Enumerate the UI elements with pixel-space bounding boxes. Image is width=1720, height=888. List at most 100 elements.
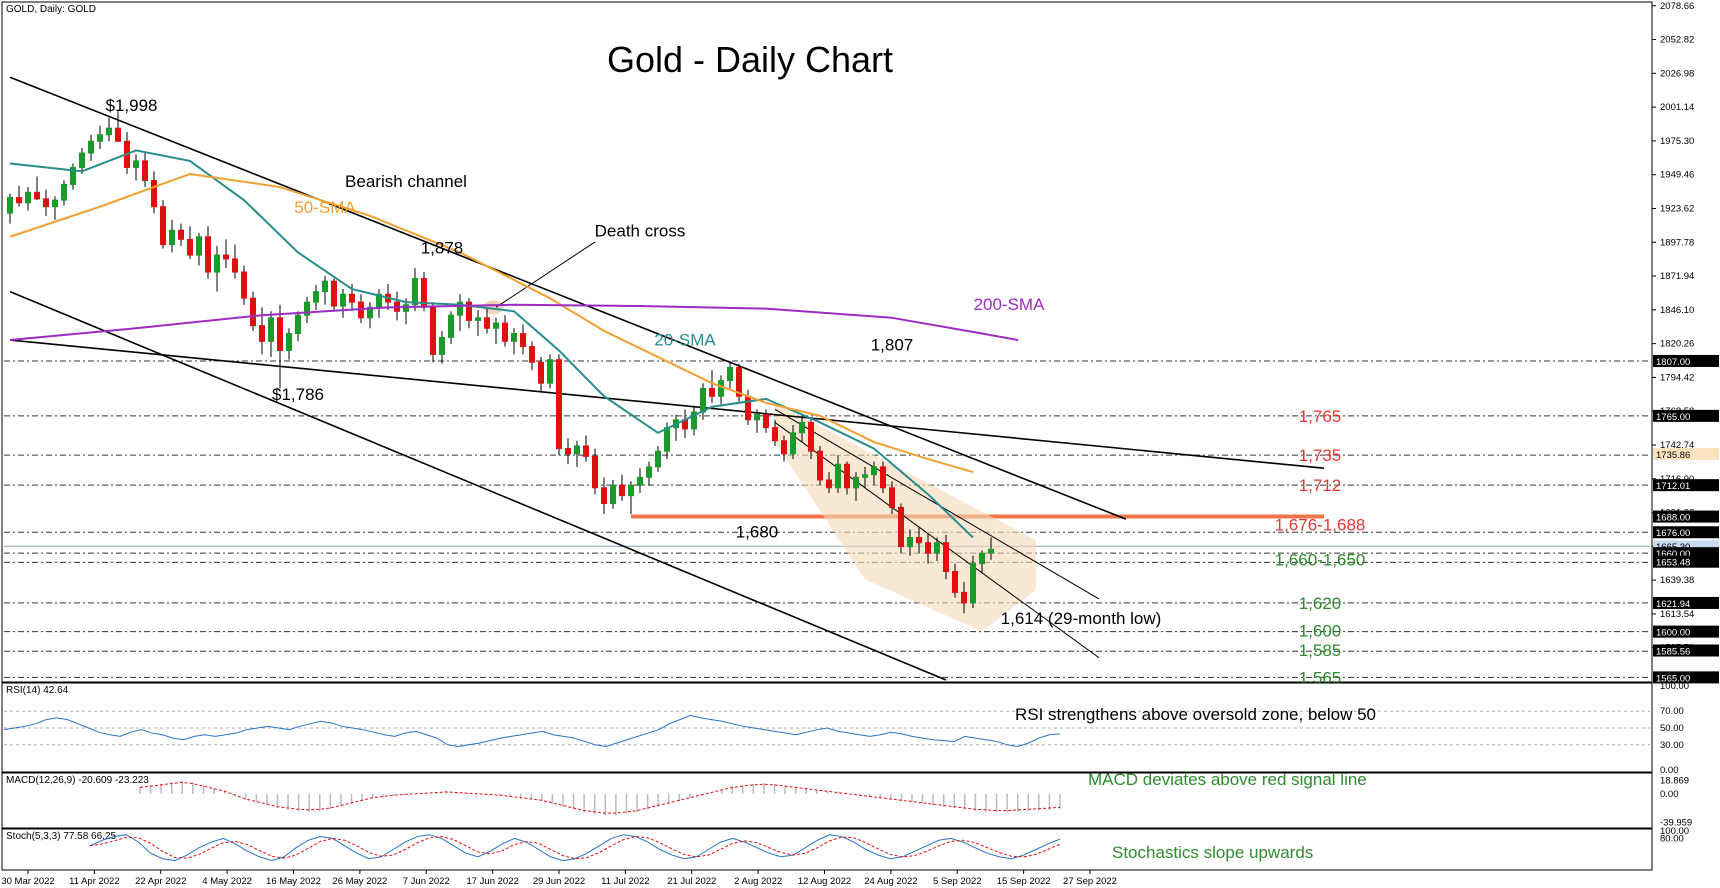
50-sma-line [9, 172, 974, 474]
candle-body [934, 542, 940, 554]
level-label: 1,676-1,688 [1275, 515, 1366, 534]
rsi-line [3, 714, 1061, 747]
candle-body [502, 322, 508, 342]
y-tick-label: 1794.42 [1660, 372, 1694, 383]
level-label: 1,660-1,650 [1275, 551, 1366, 570]
x-tick-label: 4 May 2022 [202, 876, 252, 887]
price-label-text: 1807.00 [1656, 357, 1690, 368]
candle-body [286, 333, 292, 351]
candle-body [709, 387, 715, 397]
candle-body [862, 474, 868, 478]
stoch-tick-label: 100.00 [1660, 826, 1689, 837]
candle-body [196, 236, 202, 256]
level-labels: 1,765 1,735 1,712 1,676-1,688 1,660-1,650 1,6… [1275, 407, 1366, 688]
price-label-box [1653, 479, 1719, 492]
y-tick-label: 2052.82 [1660, 35, 1694, 46]
price-label-text: 1735.86 [1656, 450, 1690, 461]
candle-body [133, 160, 139, 168]
price-label-box [1653, 510, 1719, 523]
annotation-text: 20-SMA [654, 330, 716, 349]
x-tick-label: 11 Apr 2022 [69, 876, 120, 887]
candle-body [961, 591, 967, 604]
stoch-d-line [89, 836, 1061, 860]
candle-body [61, 183, 67, 201]
candle-body [547, 359, 553, 384]
candle-body [268, 317, 274, 342]
level-label: 1,735 [1299, 446, 1342, 465]
annotations: $1,998 Bearish channel 50-SMA Death cross 1,… [106, 96, 1162, 628]
candle-body [880, 466, 886, 489]
y-tick-label: 1846.10 [1660, 305, 1694, 316]
stoch-annotation: Stochastics slope upwards [1112, 843, 1313, 862]
candle-body [745, 395, 751, 421]
annotation-text: 1,807 [871, 335, 914, 354]
candle-body [241, 271, 247, 299]
candle-body [475, 317, 481, 321]
date-axis: 30 Mar 2022 11 Apr 2022 22 Apr 2022 4 May 2… [1, 870, 1117, 887]
death-cross-marker [483, 300, 504, 315]
channel-mid [9, 339, 1325, 469]
macd-label: MACD(12,26,9) -20.609 -23.223 [6, 775, 149, 786]
price-label-text: 1565.00 [1656, 673, 1690, 684]
candle-body [988, 548, 994, 554]
candle-body [340, 293, 346, 307]
candle-body [718, 380, 724, 397]
candle-body [844, 463, 850, 489]
candle-body [799, 421, 805, 434]
y-tick-label: 2001.14 [1660, 102, 1694, 113]
candle-body [457, 301, 463, 316]
price-label-text: 1600.00 [1656, 628, 1690, 639]
candle-body [925, 542, 931, 554]
candle-body [115, 127, 121, 142]
price-label-box [1653, 625, 1719, 638]
price-label-box [1653, 447, 1719, 460]
price-label-box [1653, 644, 1719, 657]
price-label-text: 1765.00 [1656, 412, 1690, 423]
candle-body [979, 552, 985, 565]
candle-body [610, 484, 616, 504]
candle-body [70, 166, 76, 185]
annotation-text: $1,998 [106, 96, 158, 115]
candle-body [727, 366, 733, 382]
candle-body [259, 325, 265, 342]
candle-body [511, 333, 517, 342]
candle-body [763, 414, 769, 429]
candle-body [466, 301, 472, 321]
candle-body [583, 445, 589, 457]
candle-body [178, 229, 184, 240]
price-label-text: 1676.00 [1656, 528, 1690, 539]
x-tick-label: 15 Sep 2022 [997, 876, 1051, 887]
price-label-text: 1621.94 [1656, 599, 1690, 610]
y-tick-label: 1897.78 [1660, 237, 1694, 248]
price-label-text: 1653.48 [1656, 558, 1690, 569]
x-tick-label: 7 Jun 2022 [403, 876, 450, 887]
x-tick-label: 24 Aug 2022 [864, 876, 917, 887]
annotation-text: 1,680 [736, 522, 779, 541]
x-tick-label: 12 Aug 2022 [798, 876, 851, 887]
candle-body [367, 306, 373, 319]
macd-tick-label: 18.869 [1660, 775, 1689, 786]
candle-body [700, 387, 706, 413]
candle-body [412, 278, 418, 306]
level-label: 1,585 [1299, 641, 1342, 660]
x-tick-label: 2 Aug 2022 [734, 876, 782, 887]
rsi-annotation: RSI strengthens above oversold zone, bel… [1015, 705, 1376, 724]
price-label-box [1653, 555, 1719, 568]
annotation-text: $1,786 [272, 385, 324, 404]
rsi-tick-label: 70.00 [1660, 706, 1684, 717]
candle-body [817, 450, 823, 481]
channel-lower [9, 290, 947, 681]
rsi-tick-label: 30.00 [1660, 740, 1684, 751]
y-tick-label: 1639.38 [1660, 575, 1694, 586]
candle-body [952, 570, 958, 593]
x-tick-label: 16 May 2022 [266, 876, 321, 887]
candle-body [232, 258, 238, 273]
x-tick-label: 21 Jul 2022 [667, 876, 716, 887]
200-sma-line [9, 303, 1019, 342]
level-label: 1,765 [1299, 407, 1342, 426]
candle-body [619, 484, 625, 497]
annotation-text: 1,614 (29-month low) [1001, 609, 1162, 628]
candle-body [151, 180, 157, 208]
candle-body [313, 291, 319, 303]
